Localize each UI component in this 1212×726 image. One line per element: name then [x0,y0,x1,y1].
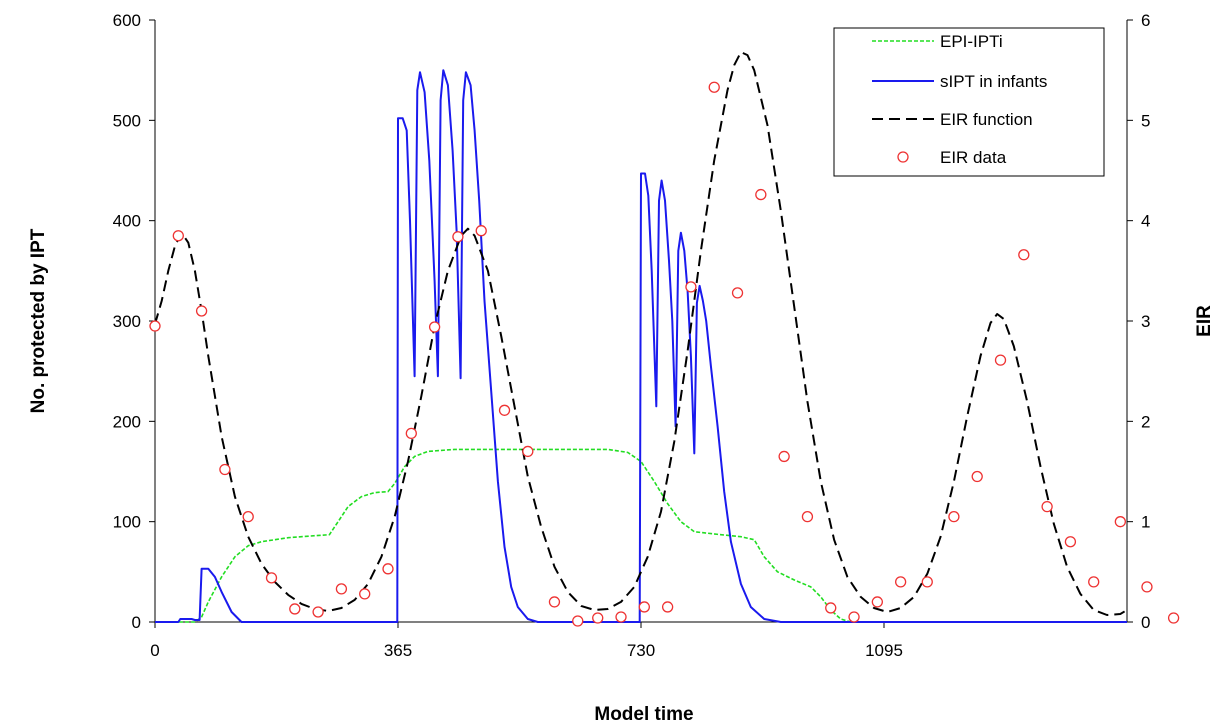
eir-data-point [848,611,860,623]
y-right-tick-label: 0 [1141,613,1150,632]
eir-data-point [1088,576,1100,588]
eir-data-point [498,404,511,416]
series-layer [149,51,1180,627]
eir-data-point [994,354,1007,366]
eir-data-point [1041,500,1053,513]
eir-data-point [755,188,767,201]
eir-data-point [172,230,184,242]
y-left-tick-label: 600 [113,11,141,30]
y-left-tick-label: 200 [113,412,141,431]
eir-data-point [921,576,933,588]
eir-data-point [265,572,278,584]
eir-data-point [242,511,254,523]
eir-data-point [708,81,720,93]
eir-data-point [195,305,208,317]
eir-data-point [452,231,464,243]
eir-data-legend-label: EIR data [940,148,1007,167]
eir-data-point [335,583,348,595]
eir-data-point [312,606,324,618]
eir-data-point [428,321,441,333]
y-axis-left-title: No. protected by IPT [28,228,49,413]
eir-data-point [615,611,627,623]
eir-data-point [685,281,697,293]
eir-data-point [475,225,487,237]
eir-data-point [405,427,417,440]
y-left-tick-label: 0 [132,613,141,632]
y-axis-right-title: EIR [1194,305,1212,337]
y-right-tick-label: 2 [1141,412,1150,431]
eir-data-point [289,603,301,615]
eir-data-point [522,445,534,458]
eir-data-point [219,463,231,476]
eir-data-point [948,511,960,523]
y-right-tick-label: 6 [1141,11,1150,30]
x-tick-label: 730 [627,641,655,660]
epi-ipti-legend-label: EPI-IPTi [940,32,1003,51]
eir-data-point [778,450,790,463]
eir-data-point [1114,516,1126,528]
eir-data-point [801,511,814,523]
y-right-tick-label: 4 [1141,212,1150,231]
x-tick-label: 1095 [865,641,903,660]
eir-data-point [825,602,837,614]
eir-data-markers [149,81,1180,627]
eir-data-legend-marker [897,151,909,163]
x-axis-title: Model time [594,704,693,725]
eir-data-point [731,287,744,299]
y-right-tick-label: 3 [1141,312,1150,331]
y-left-tick-label: 100 [113,513,141,532]
eir-data-point [572,615,584,627]
eir-data-point [894,576,907,588]
eir-data-point [548,596,561,608]
eir-data-point [1141,581,1153,593]
eir-data-point [149,320,161,332]
legend: EPI-IPTi sIPT in infants EIR function EIR d… [833,27,1105,177]
eir-data-point [592,612,604,624]
sipt-in-infants-legend-label: sIPT in infants [940,72,1047,91]
x-tick-label: 0 [150,641,159,660]
x-tick-label: 365 [384,641,412,660]
y-left-tick-label: 300 [113,312,141,331]
eir-data-point [638,601,650,613]
eir-function-legend-label: EIR function [940,110,1033,129]
eir-data-point [871,596,883,608]
eir-function-line [154,51,1128,616]
y-left-tick-label: 400 [113,212,141,231]
eir-data-point [1167,612,1180,624]
eir-data-point [1018,249,1030,261]
legend-box [833,27,1105,177]
eir-data-point [382,563,394,575]
eir-data-point [971,470,983,483]
epi-ipti-line [155,448,1127,623]
y-right-tick-label: 5 [1141,111,1150,130]
y-left-tick-label: 500 [113,111,141,130]
eir-data-point [359,588,371,600]
sipt-in-infants-line [155,69,1127,623]
y-right-tick-label: 1 [1141,513,1150,532]
eir-data-point [1064,536,1077,548]
eir-data-point [661,601,674,613]
